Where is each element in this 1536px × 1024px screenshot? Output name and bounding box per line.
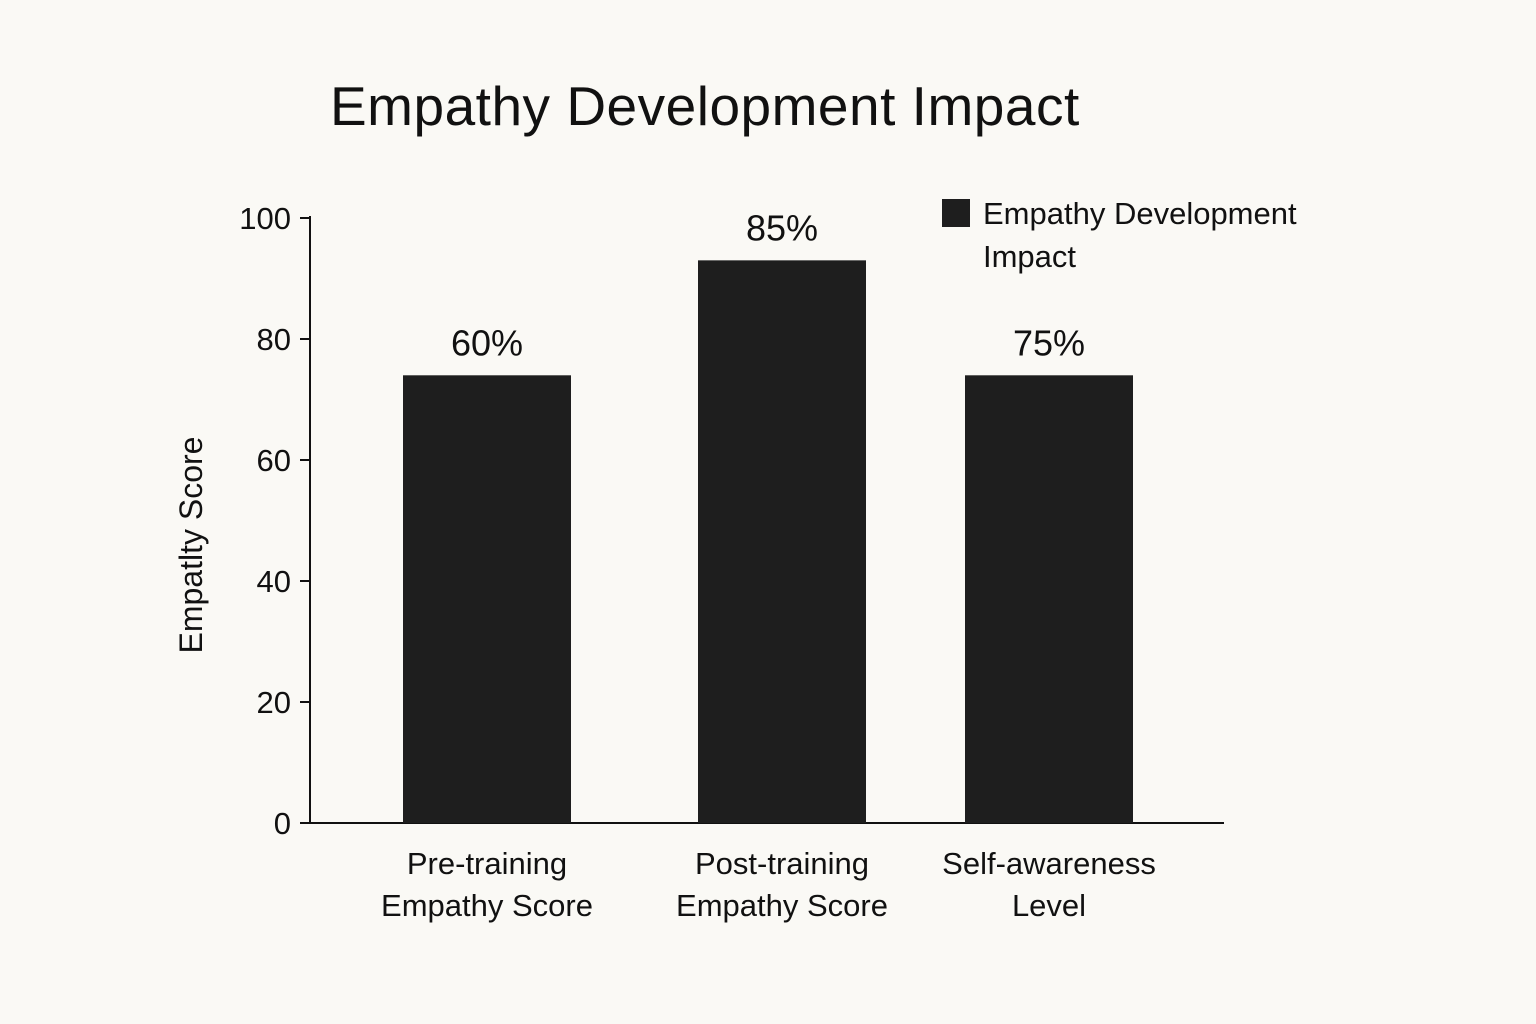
y-tick-label: 20 bbox=[257, 685, 291, 720]
bar bbox=[698, 260, 866, 824]
bar-value-label: 60% bbox=[451, 322, 523, 363]
y-tick-label: 60 bbox=[257, 443, 291, 478]
x-tick-label: Pre-training Empathy Score bbox=[381, 846, 593, 923]
x-tick-label-line: Level bbox=[1012, 888, 1086, 923]
x-axis: Pre-training Empathy Score Post-training Em… bbox=[310, 822, 1224, 923]
legend-label: Empathy Development Impact bbox=[983, 196, 1297, 274]
y-tick-label: 80 bbox=[257, 322, 291, 357]
x-tick-label-line: Post-training bbox=[695, 846, 869, 881]
legend-label-line: Empathy Development bbox=[983, 196, 1297, 231]
x-tick-label-line: Pre-training bbox=[407, 846, 567, 881]
x-tick-label: Post-training Empathy Score bbox=[676, 846, 888, 923]
y-tick-label: 0 bbox=[274, 806, 291, 841]
bar-value-label: 85% bbox=[746, 207, 818, 248]
y-axis: 0 20 40 60 80 100 Empatlty Score bbox=[173, 201, 311, 841]
bar bbox=[965, 375, 1133, 823]
bar bbox=[403, 375, 571, 823]
legend-swatch bbox=[942, 199, 970, 227]
y-axis-label: Empatlty Score bbox=[173, 437, 209, 654]
y-tick-label: 40 bbox=[257, 564, 291, 599]
bar-value-label: 75% bbox=[1013, 322, 1085, 363]
y-tick-label: 100 bbox=[239, 201, 291, 236]
x-tick-label-line: Empathy Score bbox=[381, 888, 593, 923]
bar-series: 60% 85% 75% bbox=[403, 207, 1133, 824]
legend-label-line: Impact bbox=[983, 239, 1076, 274]
x-tick-label-line: Self-awareness bbox=[942, 846, 1156, 881]
x-tick-label-line: Empathy Score bbox=[676, 888, 888, 923]
chart-title: Empathy Development Impact bbox=[330, 75, 1080, 137]
x-tick-label: Self-awareness Level bbox=[942, 846, 1156, 923]
legend: Empathy Development Impact bbox=[942, 196, 1297, 274]
